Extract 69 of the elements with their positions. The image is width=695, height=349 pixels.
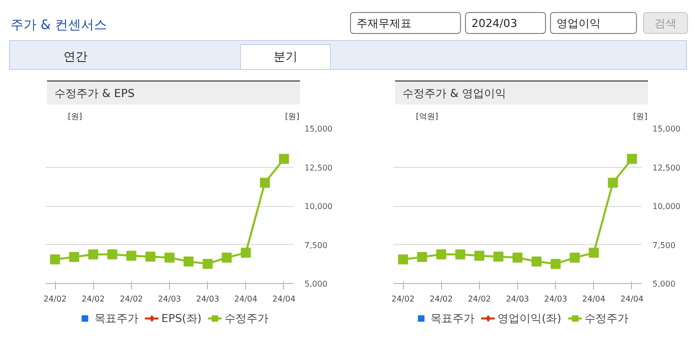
point: [417, 252, 428, 262]
point: [145, 252, 156, 262]
point: [107, 249, 118, 260]
point: [126, 250, 136, 261]
legend-label: 영업이익(좌): [498, 310, 562, 326]
point: [240, 248, 251, 258]
x-tick-label: 24/03: [544, 294, 568, 304]
x-tick-label: 24/03: [196, 294, 220, 304]
y2-tick-label: 10,000: [304, 202, 332, 211]
point: [455, 249, 466, 260]
chart-title: 수정주가 & 영업이익: [402, 87, 506, 100]
point: [550, 258, 561, 269]
point: [69, 252, 80, 262]
point: [278, 154, 289, 164]
y2-tick-label: 5,000: [304, 280, 328, 288]
point: [626, 154, 637, 164]
point: [88, 249, 98, 260]
point: [570, 252, 580, 263]
x-tick-label: 24/02: [82, 294, 105, 304]
x-tick-label: 24/04: [234, 294, 258, 304]
legend-label: 수정주가: [224, 310, 269, 326]
point: [608, 178, 618, 188]
chart-title: 수정주가 & EPS: [54, 87, 135, 100]
y-axis-title: [억원]: [416, 112, 438, 121]
y2-axis-title: [원]: [633, 112, 648, 121]
y2-tick-label: 15,000: [304, 124, 332, 134]
x-tick-label: 24/04: [582, 294, 606, 304]
x-tick-label: 24/04: [272, 294, 296, 304]
point: [474, 250, 484, 261]
point: [436, 249, 446, 260]
x-tick-label: 24/02: [120, 294, 143, 304]
y-axis-title: [원]: [68, 112, 82, 121]
text: 연간: [64, 50, 88, 64]
y2-tick-label: 12,500: [652, 163, 680, 172]
text: 주가 & 컨센서스: [10, 18, 107, 33]
x-tick-label: 24/03: [158, 294, 182, 304]
y2-tick-label: 10,000: [652, 202, 680, 211]
legend-label: 목표주가: [430, 310, 475, 326]
legend-label: EPS(좌): [161, 310, 202, 326]
y2-tick-label: 15,000: [652, 124, 680, 134]
text: 영업이익: [556, 17, 600, 30]
x-tick-label: 24/02: [392, 294, 415, 304]
x-tick-label: 24/04: [620, 294, 644, 304]
text: 주재무제표: [356, 17, 412, 30]
point: [493, 252, 504, 262]
point: [398, 254, 408, 264]
y2-tick-label: 7,500: [652, 240, 676, 250]
text: 검색: [654, 17, 676, 30]
legend-label: 수정주가: [584, 310, 628, 326]
legend-label: 목표주가: [94, 310, 138, 326]
point: [260, 178, 270, 188]
point: [164, 252, 174, 263]
y2-axis-title: [원]: [285, 112, 300, 121]
y2-tick-label: 7,500: [304, 240, 328, 250]
point: [588, 248, 599, 258]
y2-tick-label: 5,000: [652, 280, 676, 288]
point: [512, 252, 522, 263]
x-tick-label: 24/02: [430, 294, 453, 304]
x-tick-label: 24/02: [468, 294, 491, 304]
point: [222, 252, 232, 263]
x-tick-label: 24/02: [44, 294, 67, 304]
point: [50, 254, 60, 264]
point: [202, 258, 213, 269]
text: 분기: [274, 50, 298, 64]
point: [532, 256, 542, 266]
y2-tick-label: 12,500: [304, 163, 332, 172]
point: [184, 256, 194, 266]
text: 2024/03: [472, 17, 518, 30]
x-tick-label: 24/03: [506, 294, 530, 304]
